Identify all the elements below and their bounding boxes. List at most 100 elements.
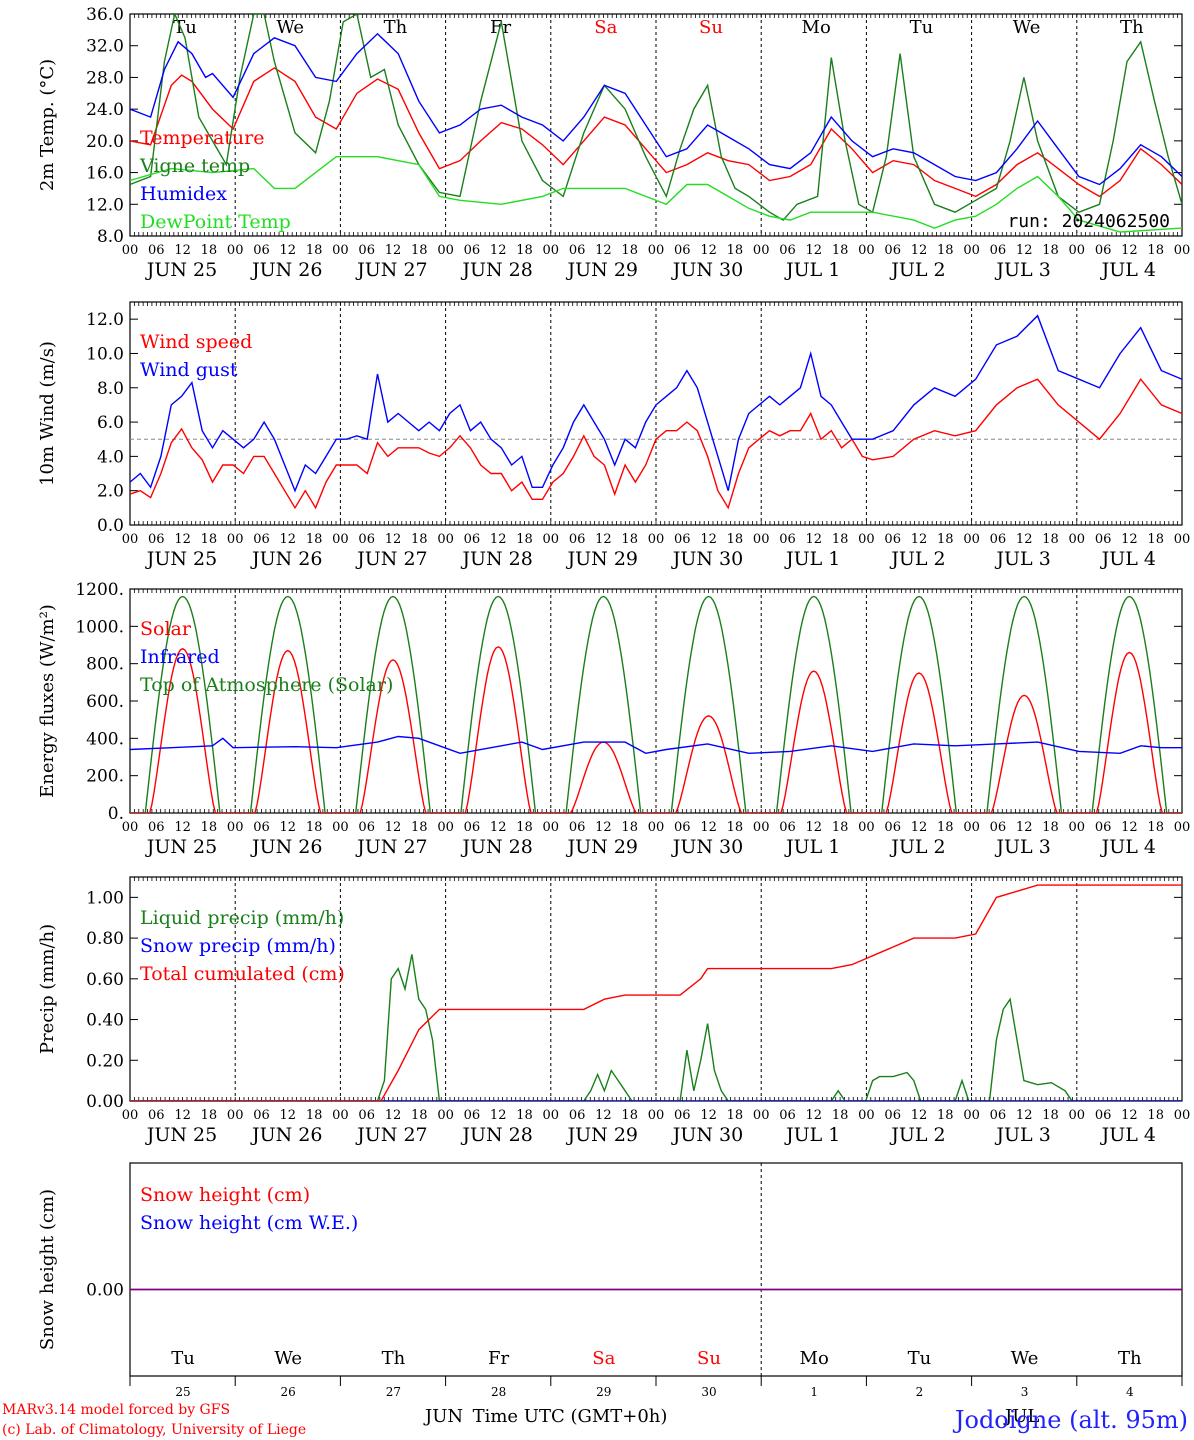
hour-tick-label: 06 — [253, 1108, 270, 1123]
hour-tick-label: 00 — [753, 1108, 770, 1123]
weekday-label: Th — [1120, 17, 1144, 38]
hour-tick-label: 18 — [727, 820, 744, 835]
day-number-label: 26 — [281, 1385, 296, 1399]
y-tick-label: 0.20 — [86, 1051, 124, 1071]
y-tick-label: 200. — [86, 767, 124, 787]
hour-tick-label: 12 — [385, 532, 402, 547]
date-label: JUN 30 — [671, 836, 743, 858]
y-tick-label: 0. — [108, 804, 124, 824]
legend-entry: Vigne temp — [139, 155, 250, 177]
date-label: JUN 28 — [460, 548, 532, 570]
hour-tick-label: 12 — [174, 820, 191, 835]
y-axis-label: Snow height (cm) — [37, 1189, 58, 1350]
hour-tick-label: 06 — [779, 532, 796, 547]
date-label: JUN 25 — [145, 548, 217, 570]
hour-tick-labels: 00 06 12 18 00 06 12 18 00 06 12 18 00 06 12 18 00 06 12 18… — [122, 532, 1191, 547]
hour-tick-label: 06 — [569, 1108, 586, 1123]
legend-entry: Snow precip (mm/h) — [140, 935, 336, 957]
hour-tick-label: 00 — [858, 820, 875, 835]
y-axis-label: Precip (mm/h) — [37, 924, 58, 1054]
hour-tick-label: 12 — [911, 532, 928, 547]
hour-tick-label: 00 — [227, 1108, 244, 1123]
hour-tick-label: 00 — [437, 1108, 454, 1123]
hour-tick-label: 18 — [621, 243, 638, 258]
hour-tick-label: 18 — [1147, 820, 1164, 835]
legend-entry: Infrared — [140, 646, 220, 668]
hour-tick-label: 06 — [1095, 820, 1112, 835]
hour-tick-label: 00 — [1069, 1108, 1086, 1123]
hour-tick-label: 00 — [437, 243, 454, 258]
hour-tick-label: 06 — [884, 532, 901, 547]
hour-tick-label: 12 — [595, 820, 612, 835]
date-label: JUL 4 — [1100, 1124, 1156, 1146]
hour-tick-label: 06 — [358, 1108, 375, 1123]
hour-tick-label: 06 — [674, 532, 691, 547]
hour-tick-label: 00 — [648, 1108, 665, 1123]
date-label: JUL 2 — [889, 548, 945, 570]
date-label: JUL 1 — [784, 836, 840, 858]
hour-tick-label: 00 — [753, 532, 770, 547]
hour-tick-label: 06 — [1095, 243, 1112, 258]
hour-tick-label: 18 — [832, 243, 849, 258]
y-tick-label: 36.0 — [86, 5, 124, 25]
legend: Snow height (cm) Snow height (cm W.E.) — [140, 1184, 358, 1234]
hour-tick-label: 06 — [569, 820, 586, 835]
y-tick-label: 24.0 — [86, 100, 124, 120]
y-tick-labels: 0. 200. 400. 600. 800. 1000. 1200. — [75, 580, 1182, 824]
legend-entry: Wind gust — [140, 359, 238, 381]
hour-tick-label: 00 — [1174, 243, 1191, 258]
hour-tick-label: 12 — [1121, 1108, 1138, 1123]
hour-tick-label: 18 — [306, 532, 323, 547]
date-label: JUN 27 — [355, 548, 427, 570]
hour-tick-label: 06 — [253, 820, 270, 835]
hour-tick-label: 12 — [806, 820, 823, 835]
y-tick-label: 600. — [86, 692, 124, 712]
date-label: JUN 28 — [460, 836, 532, 858]
weekday-label: Tu — [171, 1348, 195, 1369]
series-line-vigne-temp — [130, 14, 1182, 221]
weekday-label: Th — [1118, 1348, 1142, 1369]
hour-tick-label: 18 — [621, 820, 638, 835]
y-tick-labels: 0.00 0.20 0.40 0.60 0.80 1.00 — [86, 888, 1182, 1112]
hour-tick-label: 18 — [832, 532, 849, 547]
hour-tick-label: 06 — [569, 243, 586, 258]
date-label: JUN 29 — [566, 1124, 638, 1146]
date-label: JUN 28 — [460, 259, 532, 281]
date-label: JUN 30 — [671, 1124, 743, 1146]
y-tick-labels: 8.0 12.0 16.0 20.0 24.0 28.0 32.0 36.0 — [86, 5, 1182, 247]
series-line-total-cumulated-cm- — [130, 884, 1182, 1101]
hour-tick-label: 00 — [753, 243, 770, 258]
hour-tick-label: 06 — [464, 820, 481, 835]
hour-tick-label: 12 — [280, 243, 297, 258]
hour-tick-label: 18 — [937, 1108, 954, 1123]
hour-tick-label: 00 — [963, 532, 980, 547]
hour-tick-label: 00 — [1174, 532, 1191, 547]
hour-tick-label: 00 — [122, 820, 139, 835]
hour-tick-label: 06 — [1095, 532, 1112, 547]
y-tick-label: 12.0 — [86, 195, 124, 215]
series-line-wind-gust — [130, 314, 1182, 493]
date-label: JUN 26 — [250, 1124, 322, 1146]
y-axis-label: Energy fluxes (W/m²) — [37, 604, 58, 798]
hour-tick-label: 06 — [779, 1108, 796, 1123]
series-line-temperature — [130, 67, 1182, 198]
hour-tick-label: 00 — [227, 532, 244, 547]
hour-tick-label: 12 — [911, 820, 928, 835]
hour-tick-labels: 00 06 12 18 00 06 12 18 00 06 12 18 00 06 12 18 00 06 12 18… — [122, 820, 1191, 835]
legend-entry: Solar — [140, 618, 192, 640]
hour-tick-label: 18 — [1042, 1108, 1059, 1123]
hour-tick-label: 12 — [806, 243, 823, 258]
hour-tick-label: 06 — [779, 243, 796, 258]
hour-tick-label: 06 — [148, 532, 165, 547]
y-tick-label: 8.0 — [97, 379, 124, 399]
hour-tick-label: 06 — [253, 532, 270, 547]
hour-tick-label: 18 — [937, 243, 954, 258]
hour-tick-label: 06 — [990, 243, 1007, 258]
footer-lab-credit: (c) Lab. of Climatology, University of L… — [2, 1422, 306, 1438]
hour-tick-label: 06 — [148, 1108, 165, 1123]
hour-tick-label: 06 — [358, 243, 375, 258]
series-group — [130, 14, 1182, 233]
hour-tick-label: 00 — [858, 1108, 875, 1123]
hour-tick-label: 12 — [700, 532, 717, 547]
hour-tick-label: 18 — [937, 820, 954, 835]
